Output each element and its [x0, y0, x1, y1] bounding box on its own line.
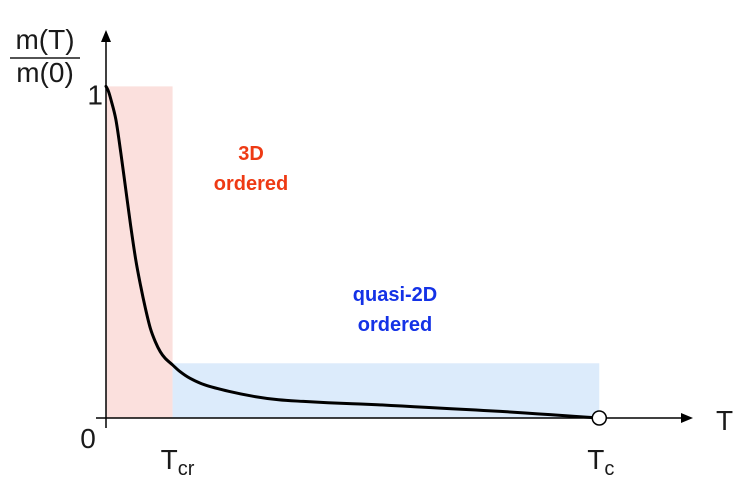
region-0-label-line-1: ordered — [214, 173, 288, 195]
region-1-fill — [172, 363, 600, 418]
labels-layer: m(T) m(0) T 3D ordered quasi-2D ordered — [10, 24, 733, 436]
series-0-curve — [104, 84, 601, 420]
tc-marker-0 — [591, 410, 608, 426]
x-tick-label-2: Tc — [587, 444, 614, 480]
y-axis-label-numerator: m(T) — [15, 24, 74, 55]
x-tick-label-2-main: T — [587, 444, 604, 475]
markers-layer — [591, 410, 608, 426]
region-0-fill — [106, 86, 173, 418]
x-tick-label-1-main: T — [161, 444, 178, 475]
region-1-label-line-1: ordered — [358, 314, 432, 336]
x-tick-label-2-sub: c — [604, 458, 614, 480]
x-tick-label-1: Tcr — [161, 444, 195, 480]
x-tick-label-1-sub: cr — [178, 458, 195, 480]
regions-layer — [106, 86, 600, 418]
x-axis-label: T — [716, 405, 733, 436]
region-0-label-line-0: 3D — [238, 143, 264, 165]
region-1-label-line-0: quasi-2D — [353, 284, 437, 306]
x-axis-arrowhead — [681, 413, 693, 423]
y-axis-label-denominator: m(0) — [16, 57, 74, 88]
series-layer — [104, 84, 601, 420]
y-axis-arrowhead — [101, 30, 111, 42]
x-tick-label-0: 0 — [80, 423, 96, 454]
y-tick-label-0: 1 — [87, 79, 103, 110]
